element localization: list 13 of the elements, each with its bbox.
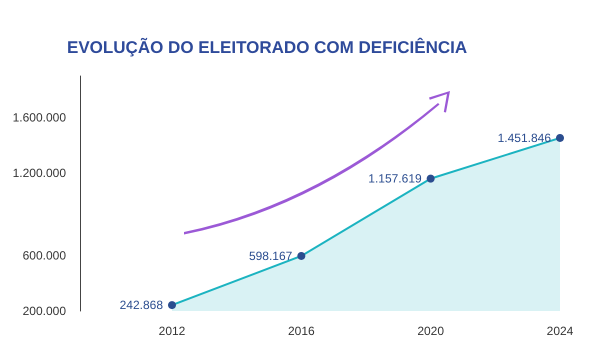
x-tick-label: 2020 — [417, 324, 444, 338]
x-tick-label: 2016 — [288, 324, 316, 338]
y-tick-label: 600.000 — [22, 248, 66, 263]
y-tick-label: 1.200.000 — [12, 166, 66, 180]
data-label: 1.451.846 — [498, 130, 552, 145]
chart-title: EVOLUÇÃO DO ELEITORADO COM DEFICIÊNCIA — [67, 37, 468, 57]
data-label: 1.157.619 — [368, 172, 422, 186]
y-tick-label: 200.000 — [22, 304, 66, 318]
x-tick-label: 2012 — [158, 324, 186, 338]
data-label: 242.868 — [120, 298, 164, 312]
y-tick-label: 1.600.000 — [12, 110, 66, 124]
data-label: 598.167 — [248, 248, 293, 263]
x-tick-label: 2024 — [546, 324, 574, 338]
